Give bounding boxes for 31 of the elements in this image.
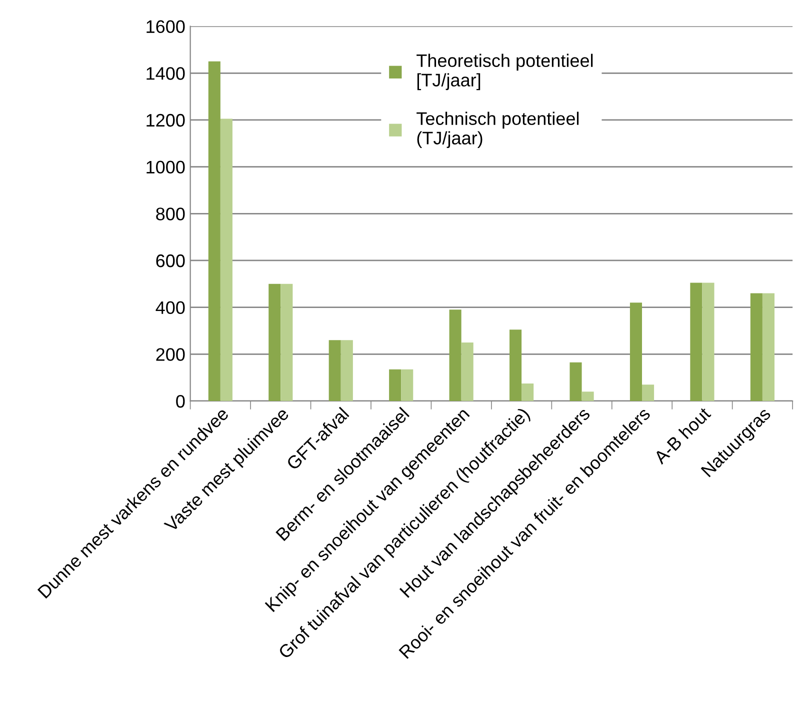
bar [690,282,702,402]
bar [401,369,414,402]
bar [340,340,353,402]
y-tick-label: 0 [176,394,185,408]
bar [750,293,762,402]
bar [762,293,774,402]
bar [522,383,534,402]
y-tick-label: 1400 [146,67,185,80]
y-tick-label: 800 [156,208,185,220]
y-tick-label: 1600 [146,20,185,34]
bar [208,61,220,402]
y-tick-label: 400 [156,301,185,314]
bar [449,310,462,402]
bar [510,330,522,402]
bar [570,362,582,402]
bar [328,340,341,402]
y-tick-label: 1200 [146,114,185,127]
bar [702,282,714,402]
bar [461,342,474,402]
legend-label: Technisch potentieel (TJ/jaar) [416,112,579,148]
bar [582,392,594,402]
y-tick-label: 200 [156,348,185,361]
y-tick-label: 1000 [146,160,185,174]
bar [642,384,654,402]
bar [268,284,281,402]
bar [630,302,642,402]
bar [280,284,293,402]
bar [389,369,402,402]
legend-label: Theoretisch potentieel [TJ/jaar] [416,54,593,90]
y-tick-label: 600 [156,254,185,268]
bar [220,118,232,402]
